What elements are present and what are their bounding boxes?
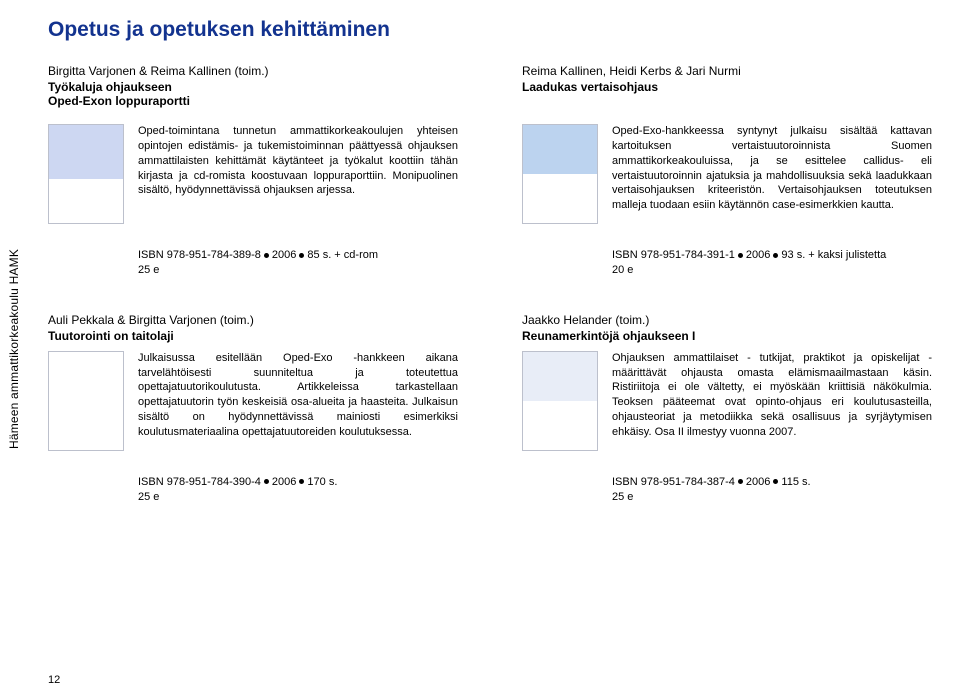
book-3-isbn-block: ISBN 978-951-784-390-4 2006 170 s. 25 e	[48, 475, 458, 506]
book-2-header: Reima Kallinen, Heidi Kerbs & Jari Nurmi…	[522, 64, 932, 108]
book-1-author: Birgitta Varjonen & Reima Kallinen (toim…	[48, 64, 458, 78]
book-1-isbn-code: ISBN 978-951-784-389-8	[138, 249, 261, 261]
bullet-icon	[773, 253, 778, 258]
book-1-desc-block: Oped-toimintana tunnetun ammattikorkeako…	[48, 124, 458, 224]
book-1-price: 25 e	[138, 264, 159, 276]
book-2-description: Oped-Exo-hankkeessa syntynyt julkaisu si…	[612, 124, 932, 224]
book-4-year: 2006	[746, 476, 770, 488]
book-4-header: Jaakko Helander (toim.) Reunamerkintöjä …	[522, 313, 932, 343]
book-2-pages: 93 s. + kaksi julistetta	[781, 249, 886, 261]
side-tab-label: Hämeen ammattikorkeakoulu HAMK	[7, 249, 21, 449]
book-3-header: Auli Pekkala & Birgitta Varjonen (toim.)…	[48, 313, 458, 343]
bullet-icon	[773, 479, 778, 484]
bullet-icon	[299, 479, 304, 484]
book-4-price: 25 e	[612, 491, 633, 503]
bullet-icon	[738, 253, 743, 258]
book-2-isbn-block: ISBN 978-951-784-391-1 2006 93 s. + kaksi …	[522, 248, 932, 279]
book-2-cover	[522, 124, 598, 224]
book-3-isbn: ISBN 978-951-784-390-4 2006 170 s. 25 e	[138, 475, 337, 506]
book-1-subtitle: Oped-Exon loppuraportti	[48, 94, 458, 108]
bullet-icon	[738, 479, 743, 484]
book-4-cover	[522, 351, 598, 451]
book-3-author: Auli Pekkala & Birgitta Varjonen (toim.)	[48, 313, 458, 327]
book-4-author: Jaakko Helander (toim.)	[522, 313, 932, 327]
bullet-icon	[264, 479, 269, 484]
page-title: Opetus ja opetuksen kehittäminen	[48, 18, 936, 42]
book-2-price: 20 e	[612, 264, 633, 276]
book-4-pages: 115 s.	[781, 476, 810, 488]
book-1-cover	[48, 124, 124, 224]
book-1-pages: 85 s. + cd-rom	[307, 249, 378, 261]
book-4-desc-block: Ohjauksen ammattilaiset - tutkijat, prak…	[522, 351, 932, 451]
book-3-title: Tuutorointi on taitolaji	[48, 329, 458, 343]
book-3-cover	[48, 351, 124, 451]
book-1-description: Oped-toimintana tunnetun ammattikorkeako…	[138, 124, 458, 224]
book-3-description: Julkaisussa esitellään Oped-Exo -hankkee…	[138, 351, 458, 451]
book-1-title: Työkaluja ohjaukseen	[48, 80, 458, 94]
book-4-title: Reunamerkintöjä ohjaukseen I	[522, 329, 932, 343]
book-4-isbn-block: ISBN 978-951-784-387-4 2006 115 s. 25 e	[522, 475, 932, 506]
book-2-desc-block: Oped-Exo-hankkeessa syntynyt julkaisu si…	[522, 124, 932, 224]
descriptions-row-1: Oped-toimintana tunnetun ammattikorkeako…	[48, 124, 936, 242]
descriptions-row-2: Julkaisussa esitellään Oped-Exo -hankkee…	[48, 351, 936, 469]
book-3-year: 2006	[272, 476, 296, 488]
isbn-row-1: ISBN 978-951-784-389-8 2006 85 s. + cd-rom…	[48, 248, 936, 307]
isbn-row-2: ISBN 978-951-784-390-4 2006 170 s. 25 e IS…	[48, 475, 936, 534]
book-1-isbn-block: ISBN 978-951-784-389-8 2006 85 s. + cd-rom…	[48, 248, 458, 279]
book-2-isbn-code: ISBN 978-951-784-391-1	[612, 249, 735, 261]
book-1-isbn: ISBN 978-951-784-389-8 2006 85 s. + cd-rom…	[138, 248, 378, 279]
book-3-desc-block: Julkaisussa esitellään Oped-Exo -hankkee…	[48, 351, 458, 451]
book-4-isbn-code: ISBN 978-951-784-387-4	[612, 476, 735, 488]
book-2-author: Reima Kallinen, Heidi Kerbs & Jari Nurmi	[522, 64, 932, 78]
main-content: Opetus ja opetuksen kehittäminen Birgitt…	[28, 0, 960, 698]
book-3-isbn-code: ISBN 978-951-784-390-4	[138, 476, 261, 488]
book-3-price: 25 e	[138, 491, 159, 503]
book-3-pages: 170 s.	[307, 476, 337, 488]
authors-row-2: Auli Pekkala & Birgitta Varjonen (toim.)…	[48, 313, 936, 343]
page-number: 12	[48, 674, 60, 686]
book-1-year: 2006	[272, 249, 296, 261]
bullet-icon	[264, 253, 269, 258]
book-2-title: Laadukas vertaisohjaus	[522, 80, 932, 94]
bullet-icon	[299, 253, 304, 258]
book-2-isbn: ISBN 978-951-784-391-1 2006 93 s. + kaksi …	[612, 248, 886, 279]
book-4-description: Ohjauksen ammattilaiset - tutkijat, prak…	[612, 351, 932, 451]
book-2-year: 2006	[746, 249, 770, 261]
book-4-isbn: ISBN 978-951-784-387-4 2006 115 s. 25 e	[612, 475, 811, 506]
authors-row-1: Birgitta Varjonen & Reima Kallinen (toim…	[48, 64, 936, 108]
side-tab: Hämeen ammattikorkeakoulu HAMK	[0, 0, 28, 698]
book-1-header: Birgitta Varjonen & Reima Kallinen (toim…	[48, 64, 458, 108]
